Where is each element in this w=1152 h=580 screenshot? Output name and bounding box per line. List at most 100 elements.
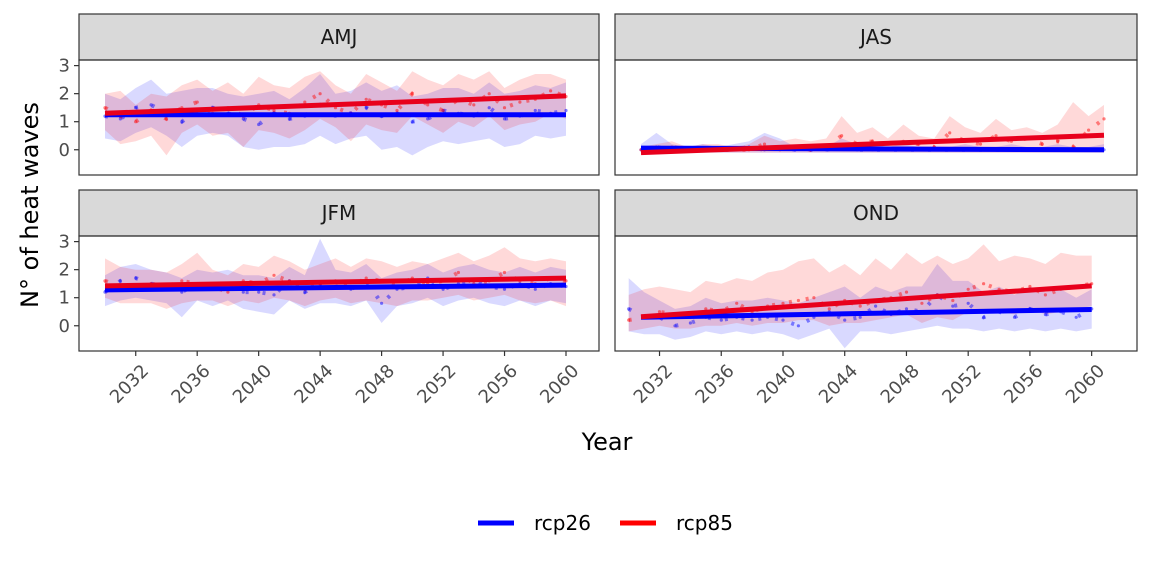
x-tick-label: 2044: [290, 361, 337, 408]
data-point-rcp26: [134, 276, 138, 280]
data-point-rcp85: [364, 276, 368, 280]
plot-area: [103, 238, 568, 323]
y-tick-label: 2: [59, 84, 70, 105]
panel-border: [78, 235, 600, 352]
trend-line-rcp85: [104, 275, 567, 289]
data-point-rcp85: [812, 296, 816, 300]
strip-label: JFM: [320, 201, 357, 225]
trend-line-rcp26: [640, 307, 1092, 320]
data-point-rcp26: [410, 120, 414, 124]
data-point-rcp26: [364, 106, 368, 110]
y-tick-label: 1: [59, 288, 70, 309]
data-point-rcp85: [180, 279, 184, 283]
data-point-rcp26: [904, 307, 909, 311]
data-point-rcp26: [426, 117, 430, 121]
legend: rcp26 rcp85: [478, 511, 733, 535]
data-point-rcp85: [487, 92, 491, 96]
strip-amj: [78, 13, 600, 61]
data-point-rcp26: [380, 301, 384, 305]
strip-label: JAS: [858, 25, 892, 49]
x-tick-label: 2036: [167, 361, 214, 408]
data-point-rcp85: [502, 270, 507, 275]
data-point-rcp26: [487, 106, 491, 110]
data-point-rcp26: [149, 103, 153, 107]
trend-line-rcp85: [104, 93, 567, 116]
data-point-rcp85: [781, 301, 785, 305]
plot-area: [627, 244, 1094, 349]
plot-area: [103, 71, 568, 156]
data-point-rcp85: [994, 134, 998, 138]
y-tick-label: 1: [59, 112, 70, 133]
data-point-rcp85: [1028, 284, 1032, 289]
data-point-rcp85: [1056, 139, 1060, 143]
data-point-rcp85: [426, 103, 430, 107]
strip-jfm: [78, 189, 600, 237]
trend-line-rcp85: [640, 283, 1092, 320]
data-point-rcp85: [966, 287, 970, 291]
strip-label: AMJ: [321, 25, 358, 49]
data-point-rcp26: [688, 321, 693, 325]
data-point-rcp26: [564, 108, 568, 113]
data-point-rcp85: [441, 108, 445, 113]
data-point-rcp85: [195, 100, 199, 104]
x-tick-label: 2040: [753, 361, 800, 408]
x-tick-label: 2032: [106, 361, 153, 408]
data-point-rcp85: [518, 100, 522, 104]
data-point-rcp85: [657, 310, 662, 314]
y-tick-label: 0: [59, 140, 70, 161]
data-point-rcp85: [456, 270, 460, 275]
ribbon-rcp85: [105, 247, 566, 309]
panel-border: [78, 59, 600, 176]
data-point-rcp26: [241, 290, 245, 294]
data-point-rcp85: [364, 97, 368, 101]
strip-jas: [614, 13, 1138, 61]
x-tick-label: 2052: [938, 361, 985, 408]
data-point-rcp26: [627, 307, 631, 311]
data-point-rcp26: [502, 287, 507, 291]
y-tick-label: 3: [59, 56, 70, 77]
data-point-rcp85: [1040, 142, 1044, 146]
data-point-rcp26: [257, 290, 261, 294]
data-point-rcp85: [920, 301, 924, 305]
data-point-rcp85: [840, 134, 844, 138]
panel-border: [614, 59, 1138, 176]
data-point-rcp26: [781, 318, 785, 322]
legend-label-rcp26: rcp26: [534, 511, 591, 535]
y-tick-label: 0: [59, 316, 70, 337]
data-point-rcp26: [673, 324, 677, 328]
y-tick-label: 3: [59, 232, 70, 253]
data-point-rcp26: [272, 293, 276, 297]
data-point-rcp26: [874, 304, 878, 308]
data-point-rcp26: [118, 117, 122, 121]
x-axis-title: Year: [581, 428, 633, 456]
data-point-rcp26: [533, 287, 537, 291]
panel-jas: JAS: [614, 13, 1138, 176]
panel-jfm: JFM 0 1 2 3 2032 2036 2040 2044 2048 2052 2056 2060: [59, 189, 600, 408]
x-tick-label: 2060: [1062, 361, 1109, 408]
data-point-rcp26: [796, 324, 801, 328]
data-point-rcp85: [103, 279, 107, 283]
panel-border: [614, 235, 1138, 352]
data-point-rcp85: [164, 117, 169, 121]
data-point-rcp85: [272, 273, 276, 277]
data-point-rcp85: [704, 307, 708, 311]
data-point-rcp26: [1043, 312, 1047, 317]
data-point-rcp85: [303, 100, 307, 104]
trend-line-rcp85: [640, 132, 1105, 156]
data-point-rcp26: [982, 315, 986, 319]
data-point-rcp85: [226, 290, 230, 294]
data-point-rcp85: [627, 318, 631, 322]
data-point-rcp26: [257, 122, 261, 127]
data-point-rcp26: [843, 318, 847, 322]
data-point-rcp26: [241, 117, 245, 121]
data-point-rcp85: [502, 106, 507, 110]
trend-line-rcp26: [104, 282, 567, 293]
data-point-rcp85: [796, 298, 801, 303]
data-point-rcp85: [762, 142, 767, 146]
x-tick-label: 2060: [536, 361, 583, 408]
legend-item-rcp26: rcp26: [478, 511, 591, 535]
data-point-rcp26: [951, 304, 955, 308]
x-tick-label: 2040: [229, 361, 276, 408]
